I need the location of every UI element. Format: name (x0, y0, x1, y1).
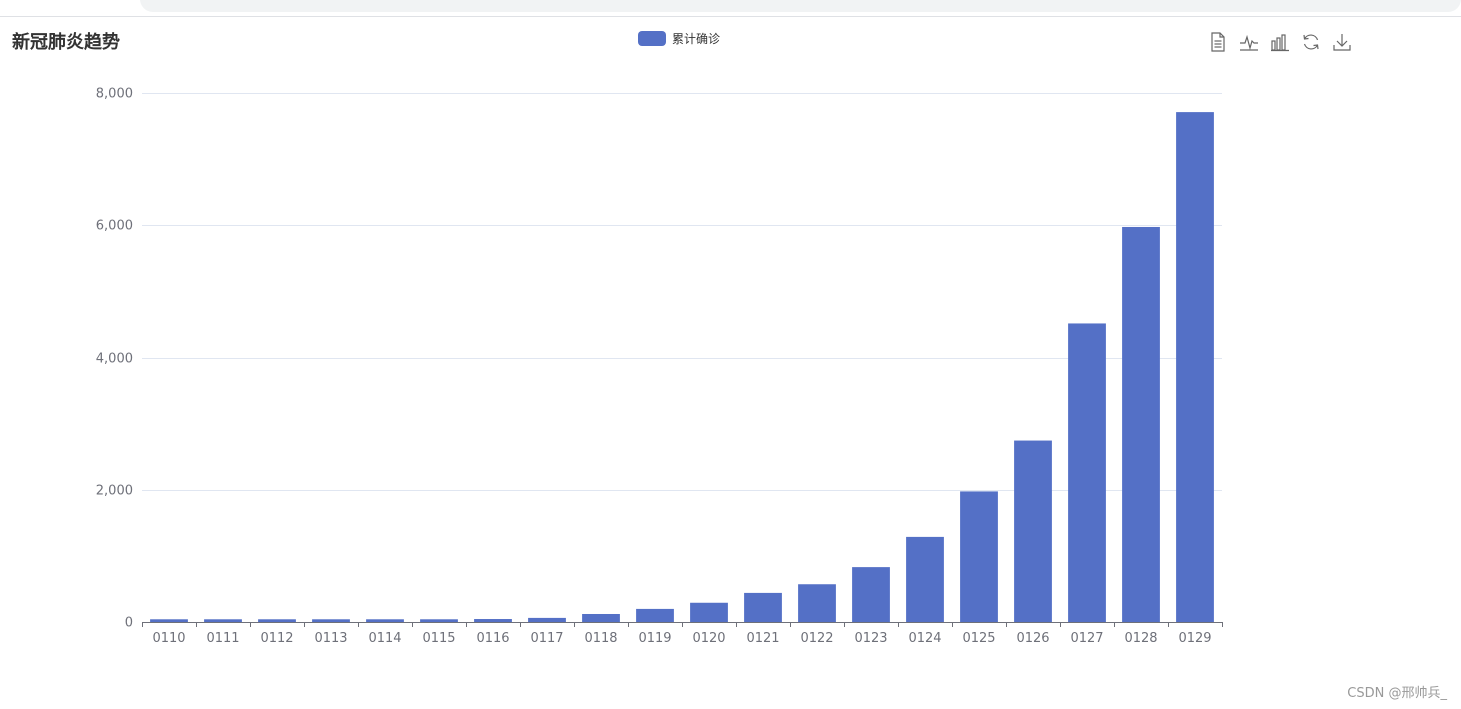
x-tick-label: 0117 (530, 631, 563, 646)
bar[interactable] (852, 567, 890, 622)
legend-swatch (638, 31, 666, 46)
x-tick-label: 0127 (1070, 631, 1103, 646)
bar[interactable] (420, 619, 458, 622)
x-tick-label: 0120 (692, 631, 725, 646)
x-tick-label: 0110 (152, 631, 185, 646)
watermark: CSDN @邢帅兵_ (1347, 686, 1447, 701)
data-view-icon (1211, 32, 1225, 52)
bar[interactable] (204, 619, 242, 622)
bar[interactable] (636, 608, 674, 622)
bar[interactable] (1068, 323, 1106, 622)
x-tick-label: 0113 (314, 631, 347, 646)
x-tick-label: 0115 (422, 631, 455, 646)
bar[interactable] (474, 619, 512, 622)
bar[interactable] (258, 619, 296, 622)
x-tick-label: 0125 (962, 631, 995, 646)
x-tick-label: 0124 (908, 631, 941, 646)
bar[interactable] (1176, 112, 1214, 623)
bar[interactable] (366, 619, 404, 622)
bar[interactable] (690, 602, 728, 622)
bar[interactable] (1014, 440, 1052, 622)
bar[interactable] (960, 491, 998, 622)
x-tick-label: 0123 (854, 631, 887, 646)
bar[interactable] (744, 592, 782, 622)
x-tick-label: 0116 (476, 631, 509, 646)
bar-chart-icon (1271, 34, 1289, 52)
x-tick-label: 0128 (1124, 631, 1157, 646)
bar[interactable] (1122, 226, 1160, 623)
y-tick-label: 6,000 (96, 219, 133, 234)
save-image-button[interactable] (1332, 31, 1352, 53)
x-tick-label: 0111 (206, 631, 239, 646)
y-tick-label: 8,000 (96, 87, 133, 102)
x-tick-label: 0122 (800, 631, 833, 646)
x-tick-label: 0121 (746, 631, 779, 646)
toolbox (1208, 31, 1352, 53)
bar[interactable] (582, 613, 620, 622)
save-image-icon (1333, 34, 1351, 51)
x-tick-label: 0126 (1016, 631, 1049, 646)
y-tick-label: 0 (125, 616, 133, 631)
bar[interactable] (312, 619, 350, 622)
line-chart-icon (1240, 34, 1258, 51)
bar[interactable] (150, 619, 188, 622)
bar-chart-button[interactable] (1270, 31, 1290, 53)
x-tick-label: 0129 (1178, 631, 1211, 646)
x-tick-label: 0114 (368, 631, 401, 646)
x-tick-label: 0119 (638, 631, 671, 646)
restore-icon (1303, 34, 1319, 50)
legend-label: 累计确诊 (672, 32, 721, 46)
restore-button[interactable] (1301, 31, 1321, 53)
x-tick-label: 0112 (260, 631, 293, 646)
y-tick-label: 4,000 (96, 352, 133, 367)
bar[interactable] (528, 617, 566, 622)
chart-title: 新冠肺炎趋势 (12, 32, 120, 53)
browser-toolbar (0, 0, 1461, 17)
x-tick-label: 0118 (584, 631, 617, 646)
address-bar[interactable] (140, 0, 1461, 12)
line-chart-button[interactable] (1239, 31, 1259, 53)
bar[interactable] (798, 584, 836, 622)
bar[interactable] (906, 536, 944, 622)
data-view-button[interactable] (1208, 31, 1228, 53)
y-tick-label: 2,000 (96, 484, 133, 499)
legend[interactable]: 累计确诊 (638, 30, 720, 47)
